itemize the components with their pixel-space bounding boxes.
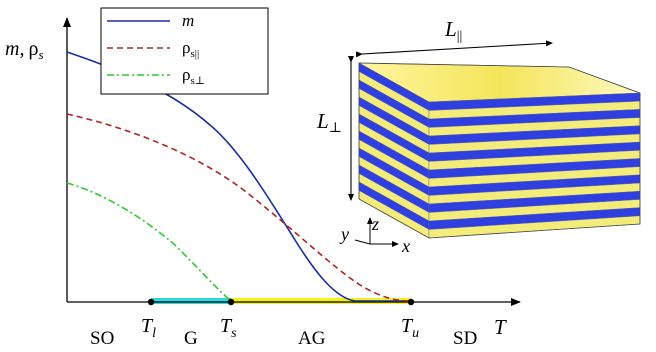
Tl-point <box>147 298 155 306</box>
Tu-point <box>407 298 415 306</box>
coord-z-label: z <box>371 214 379 234</box>
L-par-arrow <box>355 40 553 58</box>
coord-x-label: x <box>401 236 410 256</box>
rho-s-parallel-curve <box>66 113 411 302</box>
phase-G-label: G <box>184 328 198 349</box>
legend: m ρs|| ρs⊥ <box>100 7 269 95</box>
Ts-label: Ts <box>220 315 237 341</box>
coord-y-arrow <box>354 239 371 245</box>
coord-y-label: y <box>339 224 349 244</box>
phase-AG-label: AG <box>298 328 326 349</box>
L-par-label: L|| <box>444 17 462 44</box>
anisotropic-glass-region-bar <box>231 298 411 304</box>
legend-rho-par-label: ρs|| <box>182 38 199 60</box>
phase-SO-label: SO <box>90 328 114 349</box>
L-perp-label: L⊥ <box>316 109 342 136</box>
legend-m-label: m <box>182 11 194 30</box>
sample-front-stripes <box>428 92 641 239</box>
y-axis-label: m, ρs <box>5 38 44 62</box>
glass-region-bar <box>151 298 231 304</box>
Ts-point <box>227 298 235 306</box>
phase-SD-label: SD <box>453 328 477 349</box>
Tl-label: Tl <box>141 315 156 341</box>
x-axis-label: T <box>494 315 507 339</box>
coordinate-axes: x z y <box>339 214 410 256</box>
rho-s-perp-curve <box>66 182 232 302</box>
Tu-label: Tu <box>401 315 419 341</box>
legend-rho-perp-label: ρs⊥ <box>182 65 205 87</box>
layered-sample <box>358 62 641 239</box>
